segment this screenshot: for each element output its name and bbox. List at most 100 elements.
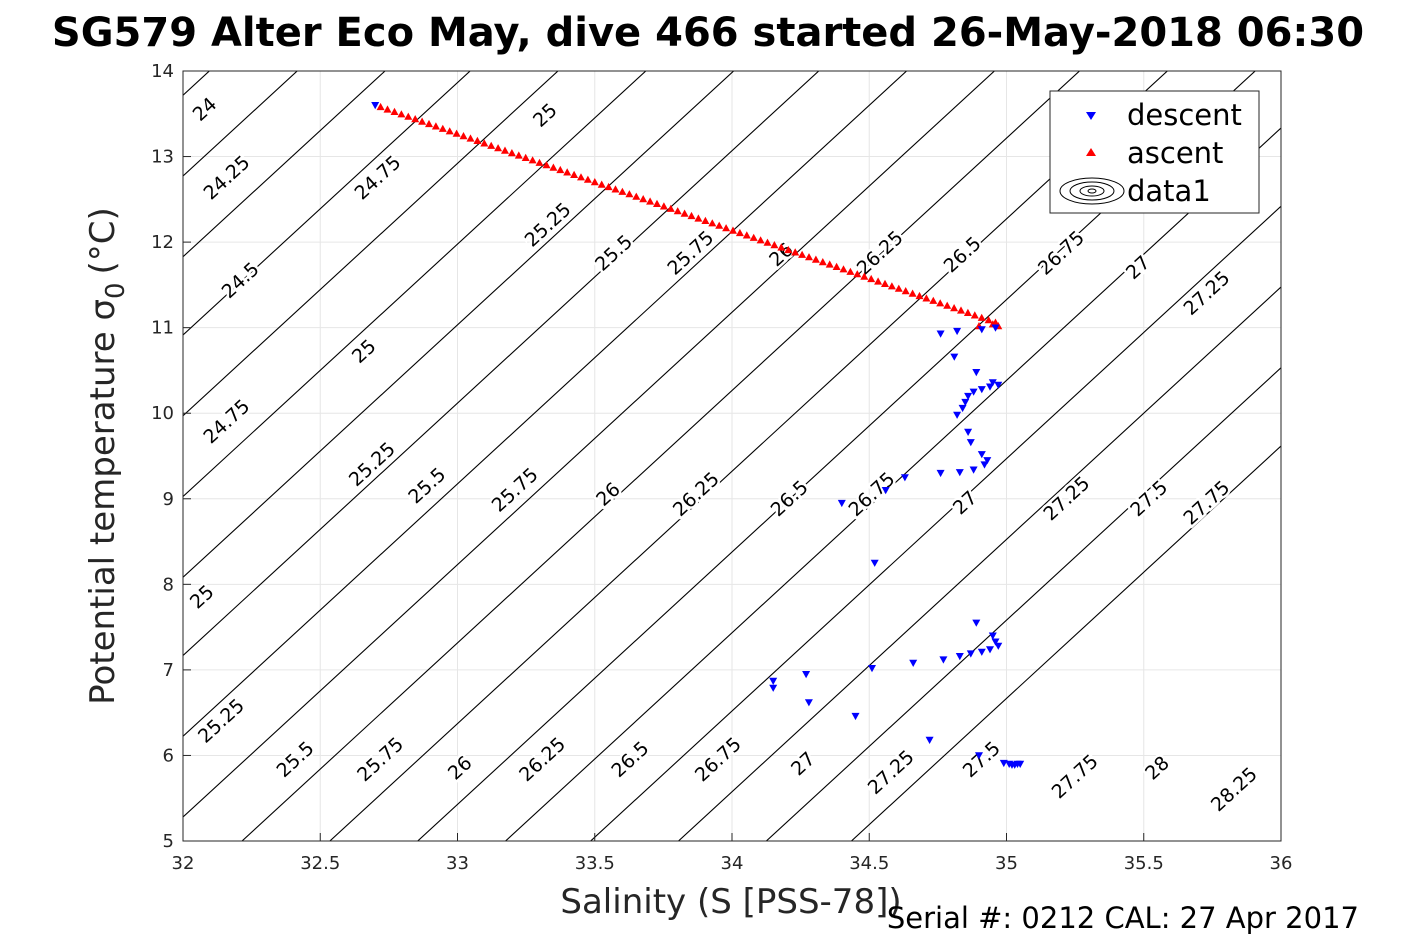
triangle-down-icon <box>1086 112 1096 120</box>
y-tick-label: 13 <box>151 147 174 168</box>
descent-point <box>953 411 962 419</box>
ascent-point <box>832 262 841 270</box>
contour-line <box>183 71 996 818</box>
y-tick-label: 10 <box>151 403 174 424</box>
ascent-point <box>577 173 585 181</box>
contour-line <box>241 71 1081 841</box>
descent-point <box>983 457 992 465</box>
chart-title: SG579 Alter Eco May, dive 466 started 26… <box>52 10 1364 56</box>
ascent-point <box>583 175 592 183</box>
ascent-point <box>963 308 972 316</box>
descent-point <box>991 324 1000 332</box>
ascent-point <box>542 161 551 169</box>
x-axis-label: Salinity (S [PSS-78]) <box>560 882 901 922</box>
contour-line <box>183 71 820 657</box>
ascent-point <box>673 207 682 215</box>
y-axis-label-sub: 0 <box>101 282 131 299</box>
descent-point <box>769 677 778 685</box>
descent-point <box>925 736 934 744</box>
ascent-point <box>494 144 503 152</box>
ascent-point <box>901 287 910 295</box>
ascent-point <box>742 231 751 239</box>
ascent-point <box>597 180 606 188</box>
x-tick-label: 35 <box>995 853 1018 874</box>
ascent-point <box>763 238 772 246</box>
ascent-point <box>570 170 579 178</box>
descent-point <box>988 379 997 387</box>
ascent-point <box>694 214 703 222</box>
ascent-point <box>881 279 889 287</box>
ascent-point <box>487 141 496 149</box>
descent-point <box>909 659 918 667</box>
descent-point <box>994 381 1003 389</box>
contour-line <box>677 286 1281 841</box>
ascent-point <box>563 168 572 176</box>
ascent-point <box>957 306 965 314</box>
ascent-point <box>618 187 627 195</box>
descent-point <box>969 388 978 396</box>
ascent-point <box>535 158 544 166</box>
ascent-point <box>894 284 903 292</box>
descent-point <box>936 469 945 478</box>
ascent-point <box>798 250 807 258</box>
descent-point <box>802 671 811 679</box>
ascent-point <box>452 129 461 137</box>
ascent-point <box>480 139 489 147</box>
descent-point <box>966 650 975 658</box>
x-tick-label: 32 <box>172 853 195 874</box>
ascent-point <box>715 221 724 229</box>
x-tick-label: 35.5 <box>1124 853 1164 874</box>
ascent-point <box>473 136 482 144</box>
y-tick-label: 8 <box>163 574 174 595</box>
descent-point <box>953 327 962 336</box>
ascent-point <box>818 258 827 266</box>
descent-point <box>977 451 986 459</box>
ascent-point <box>625 190 634 198</box>
descent-point <box>991 638 1000 646</box>
ascent-point <box>431 122 440 130</box>
ascent-point <box>501 146 509 154</box>
contour-icon <box>1059 177 1125 205</box>
ascent-point <box>970 311 979 319</box>
ascent-point <box>659 202 668 210</box>
ascent-point <box>756 236 765 244</box>
descent-point <box>955 469 964 477</box>
ascent-point <box>729 226 737 234</box>
legend-descent: descent <box>1127 98 1242 132</box>
ascent-point <box>846 267 855 275</box>
ascent-point <box>418 117 427 125</box>
ascent-point <box>887 282 896 290</box>
ascent-point <box>604 182 613 191</box>
ascent-point <box>425 119 433 128</box>
ascent-point <box>528 156 537 164</box>
descent-point <box>964 428 973 436</box>
ascent-point <box>590 178 599 186</box>
descent-point <box>972 619 981 627</box>
ascent-point <box>687 211 696 220</box>
ascent-point <box>984 316 993 324</box>
descent-point <box>804 699 813 707</box>
ascent-point <box>860 272 869 280</box>
descent-point <box>969 466 978 474</box>
ascent-point <box>950 304 959 312</box>
y-axis-label-main: Potential temperature σ <box>83 299 123 705</box>
y-tick-label: 6 <box>163 745 174 766</box>
ascent-point <box>549 163 558 171</box>
ascent-point <box>383 105 392 113</box>
contour-line <box>504 127 1281 841</box>
ascent-point <box>922 294 931 302</box>
descent-point <box>958 404 967 413</box>
descent-point <box>769 684 778 692</box>
ascent-point <box>708 219 717 227</box>
legend: descent ascent data1 <box>1049 90 1260 214</box>
ascent-point <box>908 289 917 297</box>
ascent-point <box>722 224 731 232</box>
x-tick-label: 36 <box>1270 853 1293 874</box>
ascent-point <box>977 313 986 321</box>
y-tick-label: 5 <box>163 831 174 852</box>
contour-line <box>183 71 908 738</box>
ascent-point <box>666 204 675 212</box>
ascent-point <box>466 134 475 142</box>
y-tick-label: 14 <box>151 61 174 82</box>
ascent-point <box>915 291 924 300</box>
